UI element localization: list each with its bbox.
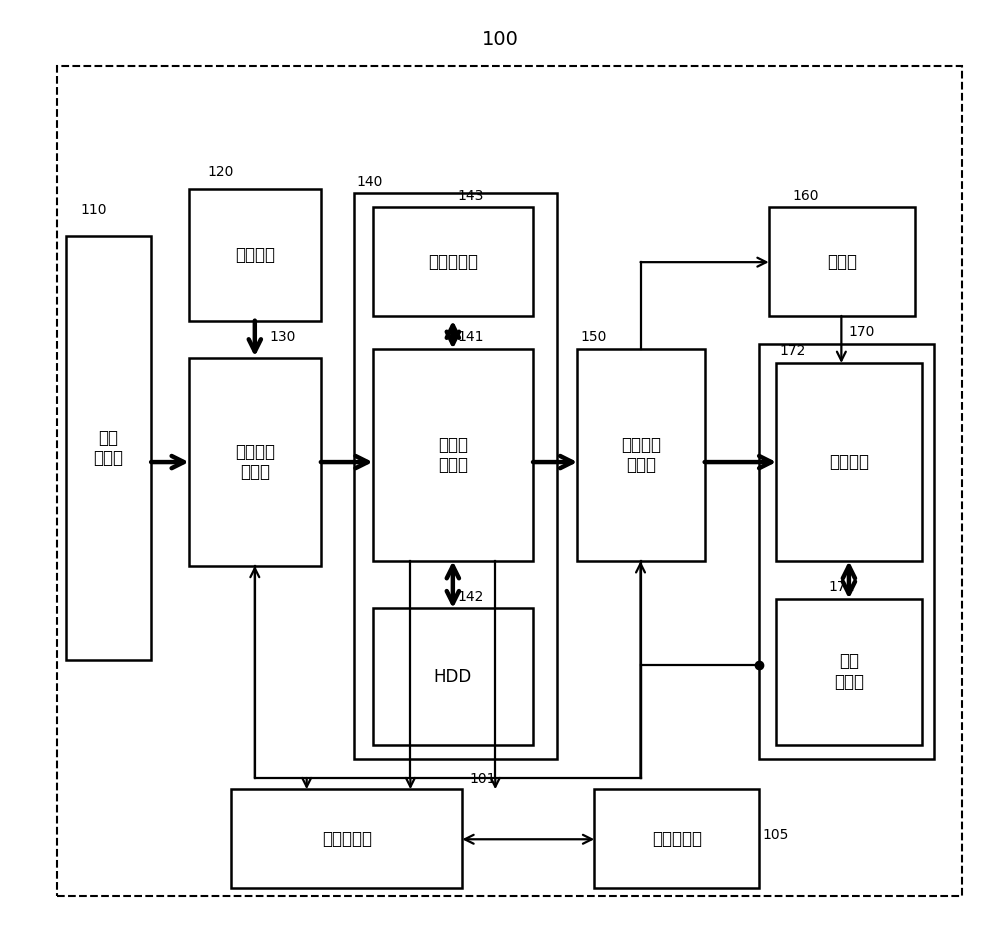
FancyBboxPatch shape [759, 344, 934, 759]
Text: 图像存储器: 图像存储器 [428, 253, 478, 271]
Text: 打印引擎: 打印引擎 [829, 453, 869, 472]
FancyBboxPatch shape [373, 207, 533, 316]
Text: 110: 110 [80, 203, 107, 217]
Text: 160: 160 [792, 189, 819, 203]
FancyBboxPatch shape [769, 207, 915, 316]
FancyBboxPatch shape [189, 189, 321, 321]
Text: 172: 172 [779, 344, 806, 358]
FancyBboxPatch shape [594, 789, 759, 888]
FancyBboxPatch shape [231, 789, 462, 888]
Text: 扫描仪部: 扫描仪部 [235, 245, 275, 264]
Text: 输入图像
处理部: 输入图像 处理部 [235, 442, 275, 482]
Text: 150: 150 [580, 330, 607, 344]
FancyBboxPatch shape [373, 349, 533, 561]
Text: 引擎
控制部: 引擎 控制部 [834, 653, 864, 691]
FancyBboxPatch shape [354, 193, 557, 759]
Text: 供纸部: 供纸部 [827, 253, 857, 271]
FancyBboxPatch shape [776, 363, 922, 561]
FancyBboxPatch shape [373, 608, 533, 745]
Text: 170: 170 [849, 325, 875, 339]
Text: 100: 100 [482, 30, 518, 49]
Text: 打印
控制器: 打印 控制器 [94, 428, 124, 468]
FancyBboxPatch shape [776, 599, 922, 745]
Text: 整体控制部: 整体控制部 [322, 830, 372, 848]
Text: HDD: HDD [434, 668, 472, 686]
Text: 105: 105 [762, 828, 789, 842]
FancyBboxPatch shape [577, 349, 705, 561]
FancyBboxPatch shape [189, 358, 321, 566]
Text: 101: 101 [470, 772, 496, 786]
Text: 130: 130 [269, 330, 295, 344]
Text: 存储器
控制器: 存储器 控制器 [438, 436, 468, 474]
Text: 输出图像
处理部: 输出图像 处理部 [621, 436, 661, 474]
Text: 142: 142 [458, 589, 484, 604]
Text: 171: 171 [828, 580, 855, 594]
Text: 141: 141 [458, 330, 484, 344]
Text: 操作显示部: 操作显示部 [652, 830, 702, 848]
FancyBboxPatch shape [57, 66, 962, 896]
Text: 140: 140 [357, 174, 383, 189]
FancyBboxPatch shape [66, 236, 151, 660]
Text: 143: 143 [458, 189, 484, 203]
Text: 120: 120 [208, 165, 234, 179]
